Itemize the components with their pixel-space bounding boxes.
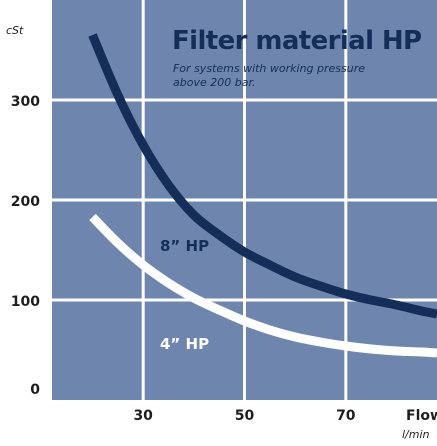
grid — [52, 0, 437, 400]
x-axis-label: Flow — [406, 408, 437, 424]
chart-title: Filter material HP — [172, 26, 421, 56]
y-tick-label: 300 — [11, 94, 40, 110]
y-tick-label: 100 — [11, 294, 40, 310]
series-curves — [88, 33, 437, 358]
chart-subtitle-line-2: above 200 bar. — [173, 76, 255, 89]
axis-ticks: 30 50 70 0 100 200 300 — [11, 94, 356, 424]
x-tick-label: 50 — [235, 408, 255, 424]
series-label-4hp: 4” HP — [160, 335, 209, 353]
chart-subtitle-line-1: For systems with working pressure — [173, 62, 365, 75]
series-8hp-line — [88, 33, 437, 319]
y-tick-label: 200 — [11, 194, 40, 210]
series-4hp-line — [89, 213, 437, 358]
x-tick-label: 70 — [336, 408, 356, 424]
x-axis-unit: l/min — [402, 428, 430, 441]
y-axis-label: cSt — [6, 24, 24, 37]
y-tick-label: 0 — [30, 382, 40, 398]
x-tick-label: 30 — [133, 408, 153, 424]
series-label-8hp: 8” HP — [160, 237, 209, 255]
